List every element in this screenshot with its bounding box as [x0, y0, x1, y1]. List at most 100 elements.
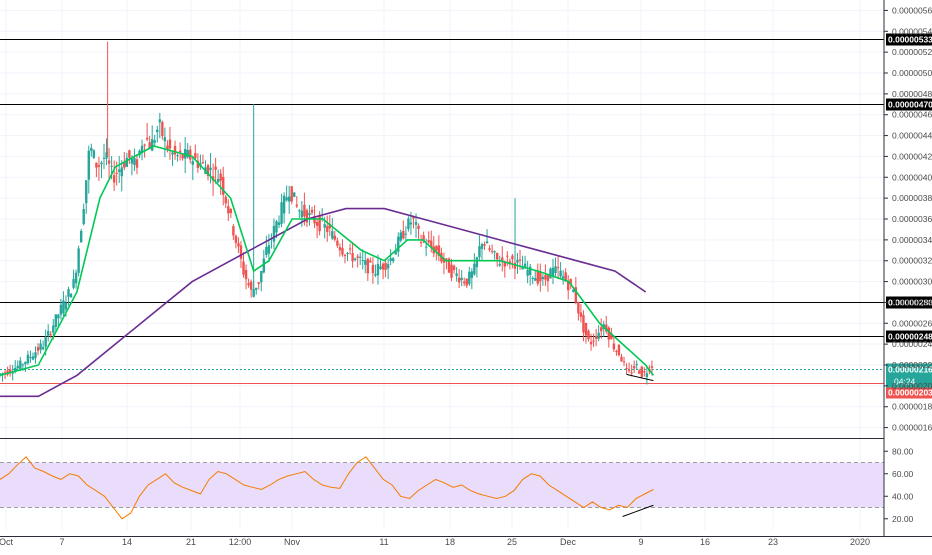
candle-body — [252, 289, 255, 297]
candle-body — [105, 152, 108, 159]
candle-body — [77, 248, 80, 273]
candle-body — [650, 366, 654, 368]
candle-body — [74, 272, 78, 284]
time-tick-label: Oct — [0, 537, 13, 547]
rsi-tick-label: 60.00 — [892, 469, 914, 479]
candle-body — [237, 243, 240, 247]
candle-body — [36, 347, 40, 351]
candle-body — [282, 195, 286, 214]
candle-body — [561, 276, 565, 279]
candle-body — [222, 176, 225, 195]
candle-body — [488, 248, 491, 250]
last-price-label: 0.00000216 — [888, 365, 932, 375]
moving-averages — [0, 145, 655, 398]
candle-body — [569, 279, 572, 284]
candle-body — [315, 221, 319, 226]
candle-body — [597, 332, 600, 339]
candle-body — [166, 145, 169, 150]
level-label-box — [886, 98, 932, 111]
candle-body — [69, 293, 73, 298]
candle-body — [610, 333, 613, 340]
candle-body — [518, 259, 522, 261]
candle-body — [582, 315, 585, 333]
support-label-box — [886, 386, 932, 399]
candle-body — [87, 150, 90, 180]
candle-body — [14, 367, 17, 372]
candle-body — [457, 277, 461, 283]
candle-body — [151, 139, 154, 151]
candle-body — [615, 350, 618, 352]
candle-body — [536, 271, 539, 284]
candle-body — [310, 209, 314, 213]
level-label: 0.00000280 — [888, 298, 932, 308]
candle-body — [158, 119, 162, 123]
candle-body — [442, 258, 446, 263]
candle-body — [594, 336, 598, 339]
candle-body — [145, 137, 149, 140]
candle-body — [645, 373, 649, 378]
candle-body — [216, 178, 220, 183]
candle-body — [430, 240, 433, 248]
candle-body — [29, 356, 32, 358]
time-tick-label: 18 — [445, 537, 455, 547]
rsi-tick-label: 80.00 — [892, 446, 914, 456]
candle-body — [110, 165, 113, 167]
candle-body — [79, 230, 83, 243]
candle-body — [544, 275, 547, 280]
level-label-box — [886, 330, 932, 343]
time-tick-label: Nov — [284, 537, 301, 547]
candle-body — [130, 158, 134, 164]
candle-body — [118, 169, 121, 172]
candle-body — [125, 157, 129, 167]
candle-body — [249, 281, 253, 290]
candle-body — [336, 240, 339, 246]
time-axis[interactable]: Oct 7 14 21 12:00 Nov 11 18 25 Dec 9 16 23 2020 — [0, 537, 870, 547]
candle-body — [409, 222, 413, 225]
candle-body — [214, 166, 217, 170]
candle-body — [374, 273, 377, 276]
candle-body — [287, 196, 291, 202]
candle-body — [419, 242, 423, 244]
candle-body — [120, 167, 123, 177]
candle-body — [638, 370, 641, 374]
candle-body — [366, 258, 370, 274]
time-tick-label: 7 — [59, 537, 64, 547]
candle-body — [531, 278, 534, 280]
candle-body — [285, 197, 288, 201]
candle-body — [483, 244, 486, 246]
candle-body — [534, 278, 537, 281]
candle-body — [341, 247, 344, 255]
candle-body — [450, 264, 453, 278]
candle-body — [592, 340, 595, 342]
candle-body — [498, 263, 501, 266]
candle-body — [632, 366, 636, 369]
level-label-box — [886, 33, 932, 46]
candle-body — [468, 271, 471, 284]
candle-body — [475, 257, 479, 268]
candle-body — [493, 251, 496, 253]
candle-body — [148, 142, 151, 149]
candle-body — [381, 263, 385, 270]
candle-body — [541, 276, 545, 280]
candle-body — [295, 204, 298, 207]
candle-body — [8, 369, 12, 373]
rsi-line — [0, 456, 654, 520]
level-label: 0.00000248 — [888, 332, 932, 342]
support-label: 0.00000203 — [888, 388, 932, 398]
candle-body — [64, 302, 68, 310]
candle-body — [397, 236, 400, 252]
